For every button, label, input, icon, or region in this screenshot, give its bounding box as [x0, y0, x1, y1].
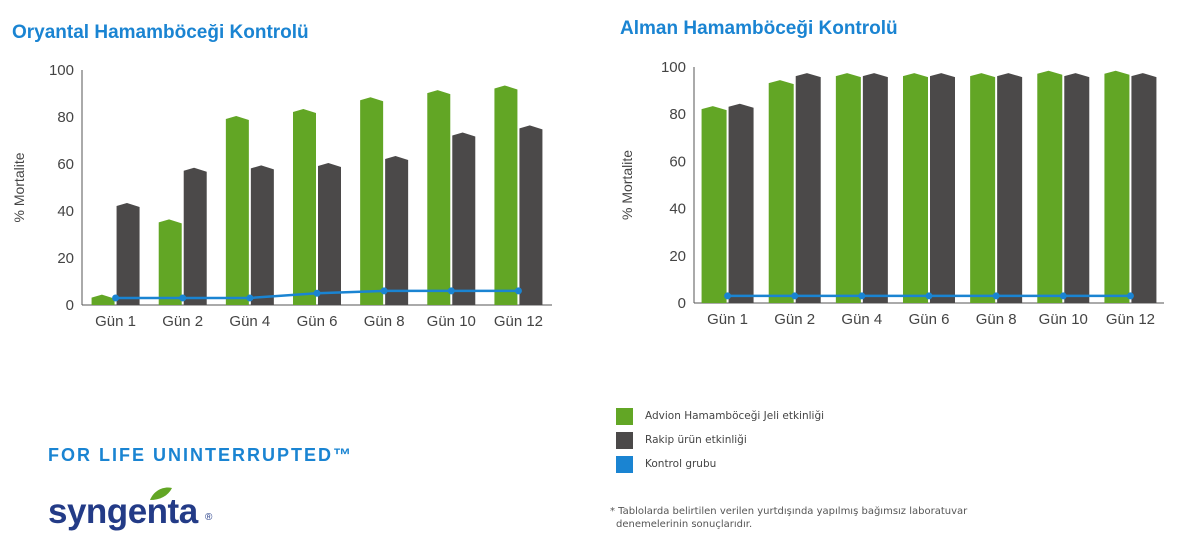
- legend-swatch-blue: [616, 455, 633, 473]
- x-tick-label: Gün 12: [1106, 311, 1155, 328]
- bar-advion: [158, 219, 182, 305]
- legend-swatch-gray: [616, 431, 633, 449]
- bar-advion: [494, 85, 518, 305]
- control-point: [246, 294, 254, 302]
- legend-label: Kontrol grubu: [645, 458, 717, 470]
- bar-competitor: [318, 163, 341, 305]
- y-tick-label: 20: [57, 250, 74, 267]
- legend-item-control: Kontrol grubu: [616, 452, 824, 476]
- y-tick-label: 100: [49, 62, 74, 79]
- bar-competitor: [930, 73, 955, 303]
- bar-competitor: [116, 202, 140, 305]
- control-point: [1059, 292, 1067, 300]
- german-cockroach-chart: 0 20 40 60 80 100 % Mortalite Gün 1 Gün 2 Gün 4 Gü…: [619, 59, 1164, 328]
- control-point: [514, 287, 522, 295]
- x-tick-label: Gün 4: [841, 311, 882, 328]
- bar-advion: [835, 73, 861, 303]
- x-tick-label: Gün 4: [229, 313, 270, 330]
- bar-advion: [701, 106, 727, 304]
- bar-advion: [225, 116, 249, 305]
- control-point: [313, 289, 321, 297]
- bar-competitor: [385, 155, 409, 305]
- control-point: [925, 292, 933, 300]
- y-tick-label: 0: [678, 295, 686, 312]
- legend-item-advion: Advion Hamamböceği Jeli etkinliği: [616, 404, 824, 428]
- bar-advion: [970, 73, 996, 303]
- legend-swatch-green: [616, 407, 633, 425]
- bar-competitor: [183, 167, 207, 305]
- x-tick-label: Gün 8: [976, 311, 1017, 328]
- bar-advion: [91, 294, 115, 305]
- bar-competitor: [728, 103, 754, 303]
- legend: Advion Hamamböceği Jeli etkinliği Rakip …: [616, 404, 824, 476]
- x-tick-label: Gün 6: [297, 313, 338, 330]
- bar-competitor: [997, 73, 1023, 303]
- x-tick-label: Gün 6: [909, 311, 950, 328]
- bar-advion: [1037, 70, 1063, 303]
- x-tick-label: Gün 10: [427, 313, 476, 330]
- y-tick-label: 0: [66, 297, 74, 314]
- legend-label: Advion Hamamböceği Jeli etkinliği: [645, 410, 825, 422]
- footnote-line-2: denemelerinin sonuçlarıdır.: [616, 519, 753, 530]
- control-point: [179, 294, 187, 302]
- oriental-cockroach-chart: 0 20 40 60 80 100 % Mortalite Gün 1 Gün 2 Gün 4 Gü…: [11, 62, 552, 330]
- syngenta-logo: syngenta ®: [48, 486, 228, 542]
- bar-advion: [903, 73, 928, 303]
- x-tick-label: Gün 1: [95, 313, 136, 330]
- logo-wordmark: syngenta: [48, 492, 198, 531]
- x-tick-label: Gün 2: [774, 311, 815, 328]
- bar-advion: [1104, 70, 1130, 303]
- y-tick-label: 60: [57, 156, 74, 173]
- control-point: [858, 292, 866, 300]
- bar-advion: [427, 90, 451, 306]
- bar-competitor: [519, 125, 543, 306]
- footnote-line-1: * Tablolarda belirtilen verilen yurtdışı…: [610, 506, 968, 517]
- x-tick-label: Gün 8: [364, 313, 405, 330]
- bar-competitor: [862, 73, 888, 303]
- leaf-icon: [150, 487, 172, 500]
- bar-competitor: [250, 165, 274, 305]
- chart-title-oriental: Oryantal Hamamböceği Kontrolü: [12, 22, 309, 43]
- y-tick-label: 20: [669, 248, 686, 265]
- y-tick-label: 100: [661, 59, 686, 76]
- legend-item-competitor: Rakip ürün etkinliği: [616, 428, 824, 452]
- control-point: [992, 292, 1000, 300]
- x-tick-label: Gün 1: [707, 311, 748, 328]
- bar-advion: [293, 108, 316, 305]
- control-point: [1126, 292, 1134, 300]
- legend-label: Rakip ürün etkinliği: [645, 434, 747, 446]
- registered-mark: ®: [205, 512, 213, 523]
- x-tick-label: Gün 2: [162, 313, 203, 330]
- y-tick-label: 60: [669, 153, 686, 170]
- y-tick-label: 80: [669, 106, 686, 123]
- control-point: [380, 287, 388, 295]
- control-point: [724, 292, 732, 300]
- y-tick-label: 80: [57, 109, 74, 126]
- bar-competitor: [452, 132, 476, 305]
- bar-competitor: [1064, 73, 1090, 303]
- y-axis-label: % Mortalite: [11, 152, 27, 222]
- y-tick-label: 40: [669, 201, 686, 218]
- chart-title-german: Alman Hamamböceği Kontrolü: [620, 18, 898, 39]
- brand-slogan: FOR LIFE UNINTERRUPTED™: [48, 445, 353, 465]
- bar-competitor: [795, 73, 821, 303]
- control-point: [112, 294, 120, 302]
- y-tick-label: 40: [57, 203, 74, 220]
- bar-advion: [360, 97, 384, 305]
- footnote: * Tablolarda belirtilen verilen yurtdışı…: [610, 505, 1010, 531]
- x-tick-label: Gün 12: [494, 313, 543, 330]
- y-axis-label: % Mortalite: [619, 150, 635, 220]
- bar-advion: [768, 80, 794, 303]
- control-point: [447, 287, 455, 295]
- bar-competitor: [1131, 73, 1157, 303]
- control-point: [791, 292, 799, 300]
- x-tick-label: Gün 10: [1039, 311, 1088, 328]
